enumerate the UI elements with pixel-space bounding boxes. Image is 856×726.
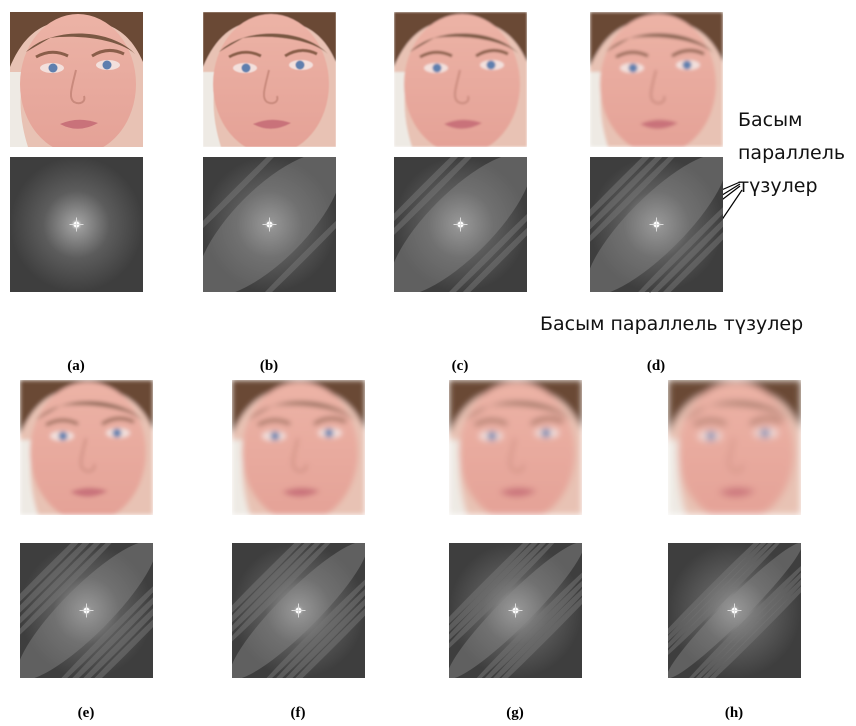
- panel-label: (a): [67, 358, 85, 374]
- bottom-annotation: Басым параллель түзулер: [540, 313, 803, 335]
- side-annotation: параллель: [738, 142, 845, 164]
- face: [20, 380, 153, 522]
- panel-label: (h): [725, 705, 743, 721]
- face: [668, 380, 801, 522]
- spectrum-image: [171, 126, 369, 324]
- panel-label: (d): [647, 358, 665, 374]
- face-image: [668, 380, 801, 522]
- spectrum-image: [199, 511, 398, 710]
- spectrum-image: [646, 522, 823, 699]
- spectrum-image: [421, 516, 609, 704]
- face-image: [203, 12, 336, 154]
- spectrum-image: [0, 505, 192, 716]
- face-image: [590, 12, 723, 154]
- panel-label: (b): [260, 358, 278, 374]
- face: [203, 12, 336, 154]
- face: [449, 380, 582, 522]
- face-image: [449, 380, 582, 522]
- side-annotation: Басым: [738, 109, 802, 131]
- spectrum-image: [10, 157, 143, 292]
- face: [10, 12, 143, 154]
- panel-label: (e): [78, 705, 95, 721]
- panel-label: (g): [506, 705, 524, 721]
- face-image: [10, 12, 143, 154]
- face-image: [232, 380, 365, 522]
- spectrum-image: [358, 122, 563, 327]
- spectrum-image: [552, 120, 761, 329]
- figure: Басым параллель түзулер Басым параллель …: [0, 0, 856, 726]
- face-image: [394, 12, 527, 154]
- panel-label: (f): [291, 705, 306, 721]
- side-annotation: түзулер: [738, 175, 818, 197]
- face: [232, 380, 365, 522]
- face: [394, 12, 527, 154]
- face-image: [20, 380, 153, 522]
- panel-label: (c): [452, 358, 469, 374]
- face: [590, 12, 723, 154]
